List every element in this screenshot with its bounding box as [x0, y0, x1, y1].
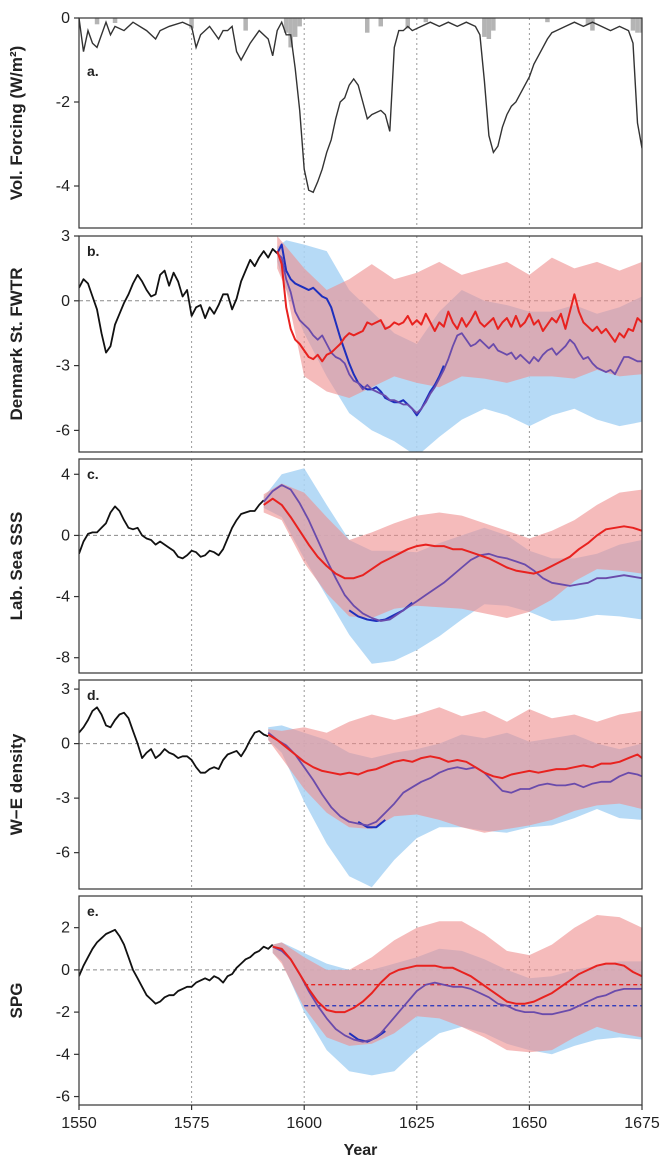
forcing-bar: [486, 18, 492, 39]
panel-e: 2 0 -2 -4 -6 e. SPG: [7, 895, 643, 1106]
y-axis-label-c: Lab. Sea SSS: [7, 512, 26, 621]
forcing-bar: [297, 18, 302, 27]
red-envelope: [268, 707, 642, 833]
y-tick-label: -4: [56, 1046, 70, 1063]
panel-letter-e: e.: [87, 903, 99, 919]
x-tick-label: 1550: [61, 1115, 97, 1132]
plot-area-c: [79, 468, 642, 664]
purple-mean-line: [263, 484, 642, 622]
forcing-bar: [112, 18, 118, 23]
y-tick-label: -3: [56, 358, 70, 375]
red-mean-line: [263, 497, 642, 580]
y-tick-label: -2: [56, 94, 70, 111]
panel-frame: [78, 235, 643, 453]
y-tick-label: -8: [56, 650, 70, 667]
forcing-bar: [189, 18, 194, 29]
y-tick-label: -6: [56, 1089, 70, 1106]
observed-line: [79, 499, 265, 560]
observed-line: [79, 706, 269, 774]
plot-area-d: [79, 706, 642, 888]
red-mean-line: [267, 733, 642, 780]
red-envelope: [277, 236, 642, 398]
forcing-bar: [423, 18, 429, 23]
panel-frame: [78, 458, 643, 674]
panel-b: 3 0 -3 -6 b. Denmark St. FWTR: [7, 228, 643, 453]
x-tick-label: 1625: [399, 1115, 435, 1132]
panel-frame: [78, 895, 643, 1106]
panel-frame: [78, 17, 643, 229]
forcing-bar: [491, 18, 496, 31]
y-axis-label-d: W−E density: [7, 733, 26, 835]
plot-area-a: [79, 18, 642, 194]
forcing-bar: [639, 18, 642, 33]
red-envelope: [272, 915, 642, 1053]
panel-a: 0 -2 -4 a. Vol. Forcing (W/m²): [7, 10, 643, 229]
plot-area-e: [79, 915, 642, 1076]
y-tick-label: -6: [56, 845, 70, 862]
panel-letter-a: a.: [87, 63, 99, 79]
forcing-bar: [405, 18, 410, 29]
plot-area-b: [79, 236, 642, 452]
y-tick-label: -6: [56, 422, 70, 439]
forcing-bar: [635, 18, 640, 33]
x-tick-label: 1600: [286, 1115, 322, 1132]
panel-frame: [78, 679, 643, 890]
forcing-bar: [283, 18, 289, 33]
forcing-bar: [482, 18, 487, 37]
forcing-bar: [545, 18, 550, 23]
y-tick-label: 0: [61, 736, 70, 753]
y-tick-label: -4: [56, 178, 70, 195]
red-mean-line: [276, 250, 642, 363]
y-tick-label: 3: [61, 681, 70, 698]
purple-mean-line: [276, 252, 642, 414]
forcing-bar: [630, 18, 636, 31]
y-tick-label: 0: [61, 10, 70, 27]
x-tick-label: 1650: [512, 1115, 548, 1132]
panel-letter-d: d.: [87, 687, 99, 703]
panel-d: 3 0 -3 -6 d. W−E density: [7, 679, 643, 890]
y-axis-label-b: Denmark St. FWTR: [7, 267, 26, 420]
forcing-bar: [378, 18, 383, 27]
red-envelope: [263, 483, 642, 618]
y-tick-label: 0: [61, 293, 70, 310]
y-tick-label: -2: [56, 1004, 70, 1021]
y-tick-label: -3: [56, 790, 70, 807]
y-tick-label: -4: [56, 589, 70, 606]
forcing-bar: [585, 18, 591, 25]
panel-c: 4 0 -4 -8 c. Lab. Sea SSS: [7, 458, 643, 674]
x-tick-label: 1675: [624, 1115, 660, 1132]
y-axis-label-a: Vol. Forcing (W/m²): [7, 46, 26, 201]
x-axis-label: Year: [344, 1142, 378, 1159]
purple-mean-line: [267, 732, 642, 827]
observed-line: [79, 248, 278, 354]
panel-letter-c: c.: [87, 466, 99, 482]
purple-mean-line: [272, 945, 642, 1043]
y-tick-label: 0: [61, 962, 70, 979]
y-tick-label: 2: [61, 920, 70, 937]
observed-line: [79, 928, 274, 1005]
y-axis-label-e: SPG: [7, 983, 26, 1019]
forcing-line: [79, 18, 642, 194]
y-tick-label: 3: [61, 228, 70, 245]
forcing-bar: [292, 18, 298, 37]
panel-letter-b: b.: [87, 243, 99, 259]
y-tick-label: 4: [61, 466, 70, 483]
forcing-bar: [94, 18, 100, 25]
forcing-bar: [590, 18, 595, 31]
forcing-bar: [365, 18, 370, 33]
y-tick-label: 0: [61, 527, 70, 544]
x-tick-label: 1575: [174, 1115, 210, 1132]
forcing-bar: [243, 18, 248, 31]
red-mean-line: [272, 945, 642, 1014]
forcing-bar: [288, 18, 293, 48]
